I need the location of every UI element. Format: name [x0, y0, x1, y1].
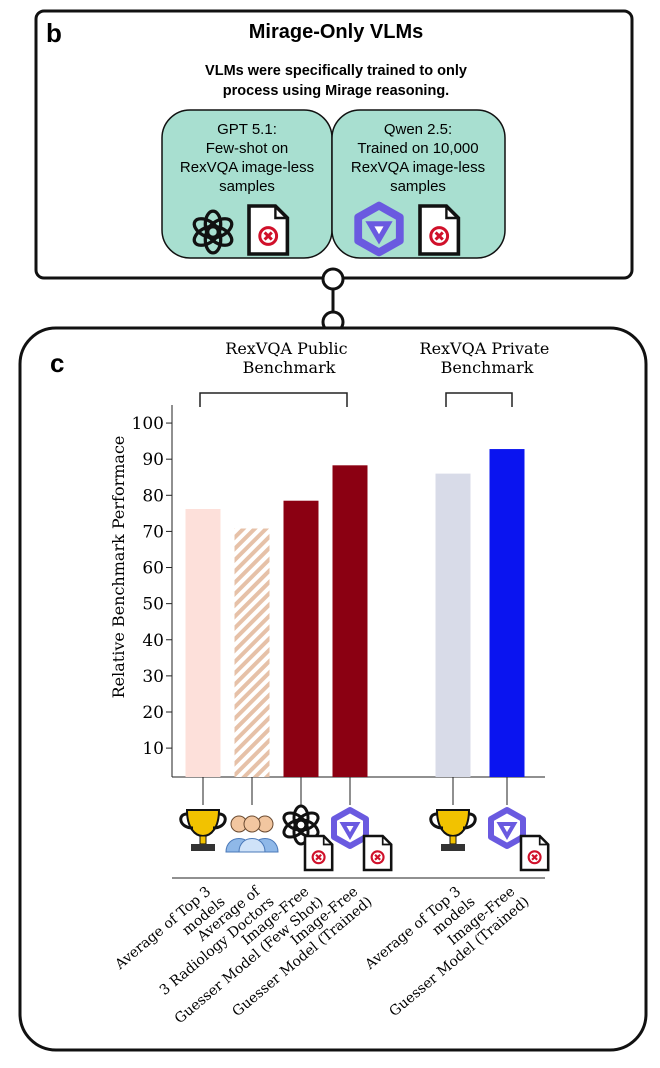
- error-x: [374, 853, 381, 861]
- qwen-shape: [354, 201, 404, 257]
- trophy-stem: [199, 835, 207, 845]
- openai-petal: [192, 217, 221, 240]
- doc-fold: [445, 206, 459, 220]
- openai-petal: [282, 811, 308, 832]
- doc-fold: [381, 836, 392, 846]
- group-bracket: [445, 392, 513, 407]
- qwen-icon: [331, 807, 369, 849]
- y-tick-label: 50: [142, 595, 164, 615]
- subtitle-line: VLMs were specifically trained to only: [205, 63, 467, 79]
- error-x: [315, 853, 322, 861]
- trophy-handles: [179, 812, 227, 830]
- doc-fold: [274, 206, 288, 220]
- bar: [283, 500, 319, 777]
- doc-fold: [322, 836, 333, 846]
- y-tick-label: 10: [142, 739, 164, 759]
- qwen-core: [365, 221, 393, 245]
- qwen-core: [496, 822, 518, 840]
- openai-icon: [192, 209, 234, 255]
- trophy-base: [441, 844, 465, 851]
- doc-icon: [362, 834, 393, 872]
- trophy-base: [191, 844, 215, 851]
- box-text: Qwen 2.5:: [384, 121, 452, 138]
- trophy-icon: [179, 809, 227, 851]
- doctor-head: [243, 815, 261, 833]
- trophy-stem: [449, 835, 457, 845]
- trophy-icon: [429, 809, 477, 851]
- qwen-icon: [488, 807, 526, 849]
- qwen-shape: [331, 807, 369, 849]
- bar: [234, 528, 270, 777]
- y-tick-label: 30: [142, 667, 164, 687]
- bar: [435, 473, 471, 777]
- bar: [489, 449, 525, 777]
- group-label: RexVQA Public Benchmark: [225, 339, 352, 377]
- y-tick-label: 70: [142, 522, 164, 542]
- doc-icon: [303, 834, 334, 872]
- y-tick-label: 90: [142, 450, 164, 470]
- doc-fold: [538, 836, 549, 846]
- panel-title: Mirage-Only VLMs: [249, 21, 423, 43]
- doctor-body: [238, 838, 266, 853]
- group-bracket: [199, 392, 348, 407]
- connector-node: [321, 267, 345, 291]
- panel-label: b: [46, 18, 62, 48]
- bar: [332, 465, 368, 777]
- error-x: [263, 231, 273, 241]
- group-label: RexVQA Private Benchmark: [420, 339, 555, 377]
- bar: [185, 509, 221, 777]
- qwen-core: [339, 822, 361, 840]
- y-axis-label: Relative Benchmark Performace: [109, 436, 128, 699]
- y-tick-label: 40: [142, 631, 164, 651]
- qwen-shape: [488, 807, 526, 849]
- box-text: Trained on 10,000: [357, 140, 478, 157]
- box-text: samples: [390, 178, 446, 195]
- model-box: [331, 109, 506, 259]
- y-tick-label: 100: [132, 414, 164, 434]
- box-text: RexVQA image-less: [180, 159, 314, 176]
- y-tick-label: 80: [142, 486, 164, 506]
- y-tick-label: 60: [142, 559, 164, 579]
- box-text: samples: [219, 178, 275, 195]
- box-text: Few-shot on: [206, 140, 289, 157]
- error-x: [531, 853, 538, 861]
- doctors-icon: [225, 815, 279, 853]
- qwen-icon: [354, 201, 404, 257]
- openai-icon: [282, 804, 320, 846]
- doc-icon: [247, 204, 290, 256]
- box-text: RexVQA image-less: [351, 159, 485, 176]
- subtitle-line: process using Mirage reasoning.: [223, 83, 449, 99]
- doc-icon: [418, 204, 461, 256]
- doc-icon: [519, 834, 550, 872]
- y-tick-label: 20: [142, 703, 164, 723]
- error-x: [434, 231, 444, 241]
- box-text: GPT 5.1:: [217, 121, 277, 138]
- panel-label: c: [50, 348, 64, 378]
- trophy-handles: [429, 812, 477, 830]
